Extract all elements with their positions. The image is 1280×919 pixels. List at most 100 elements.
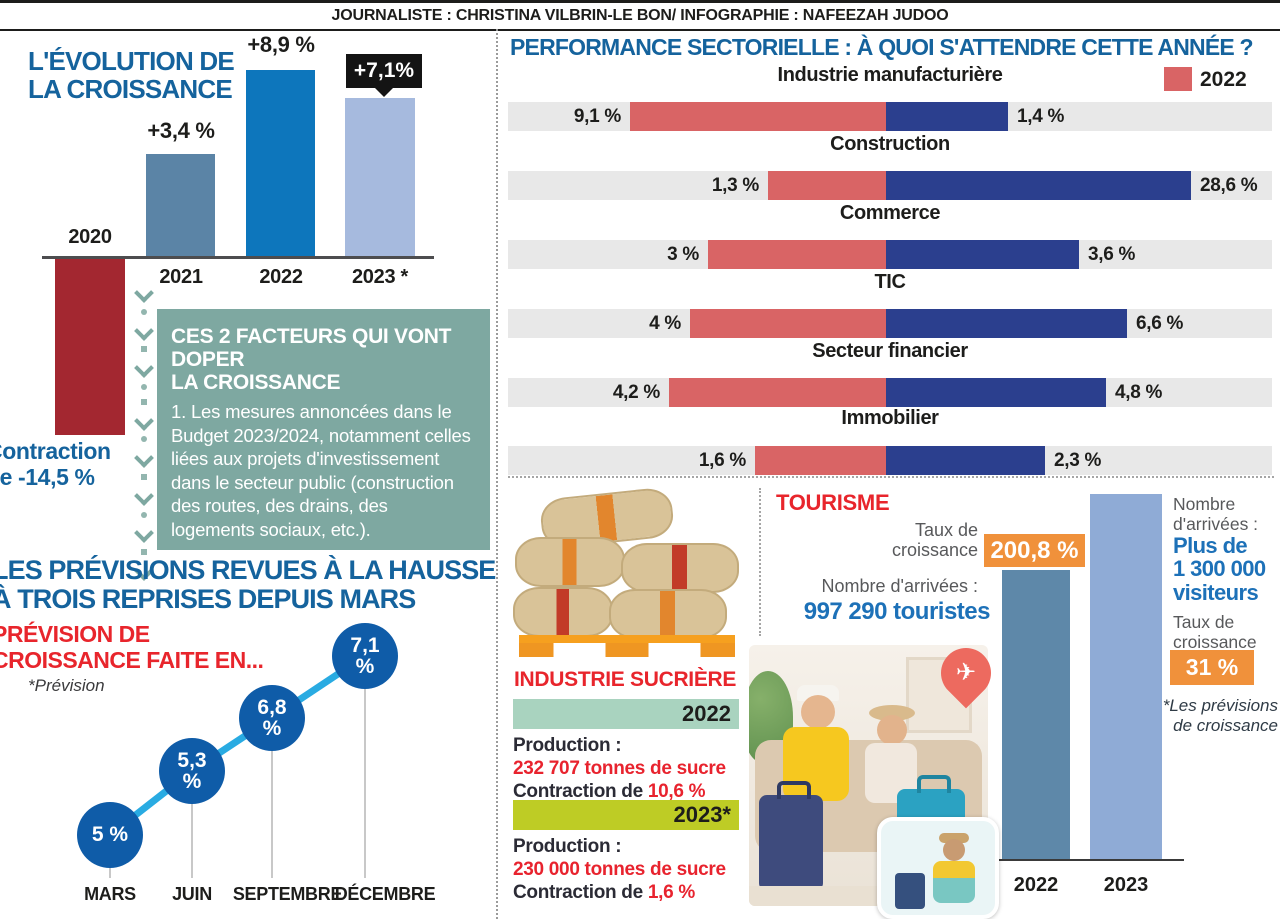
sector-2023-value: 28,6 %	[1200, 174, 1258, 196]
sector-bar-row: 1,6 % 2,3 %	[508, 446, 1272, 475]
growth-year-2021: 2021	[159, 266, 203, 288]
sugar-production-label: Production :	[513, 836, 622, 857]
growth-year-2023: 2023 *	[351, 266, 409, 288]
sector-2023-value: 6,6 %	[1136, 312, 1184, 334]
growth-chart-title: L'ÉVOLUTION DE LA CROISSANCE	[28, 46, 235, 104]
tourism-year-2022: 2022	[1013, 874, 1059, 896]
growth-bar-2022	[246, 70, 315, 256]
tourism-arrivals-label-2023: Nombre d'arrivées :	[1173, 494, 1259, 535]
column-separator	[496, 29, 498, 919]
pallet-icon	[519, 635, 735, 643]
traveler-hat	[939, 833, 969, 843]
tourism-arrivals-2023: Plus de 1 300 000 visiteurs	[1173, 533, 1266, 605]
sugar-2023-stats: Production : 230 000 tonnes de sucre Con…	[513, 836, 726, 904]
chevron-down-icon	[134, 485, 154, 506]
square-dot-icon	[141, 549, 147, 556]
sector-2023-side: 6,6 %	[886, 309, 1272, 338]
sector-2022-side: 1,6 %	[508, 446, 886, 475]
sugar-production-2022: 232 707 tonnes de sucre	[513, 757, 726, 779]
sector-bar-row: 3 % 3,6 %	[508, 240, 1272, 269]
sector-2022-bar	[755, 446, 886, 475]
sugar-year-2022-band: 2022	[513, 699, 739, 729]
tourism-divider	[759, 488, 761, 636]
sugar-contraction-2023: Contraction de 1,6 %	[513, 882, 726, 905]
sugar-contraction-value: 10,6 %	[647, 780, 706, 802]
forecast-point-septembre: 6,8 %	[239, 685, 305, 751]
sugar-contraction-2022: Contraction de 10,6 %	[513, 781, 726, 804]
chevron-down-icon	[134, 410, 154, 431]
sector-2022-bar	[708, 240, 886, 269]
sector-2022-side: 9,1 %	[508, 102, 886, 131]
tourism-rate-label-2023: Taux de croissance	[1173, 612, 1257, 653]
tourism-arrivals-2022: 997 290 touristes	[803, 598, 991, 625]
tourism-title: TOURISME	[776, 490, 890, 515]
chevron-down-icon	[134, 283, 154, 303]
sector-bar-row: 9,1 % 1,4 %	[508, 102, 1272, 131]
man-yellow-shirt	[783, 727, 849, 801]
growth-contraction-label: Contraction de -14,5 %	[0, 438, 111, 491]
square-dot-icon	[141, 346, 147, 353]
sugar-bag-icon	[515, 537, 625, 587]
sugar-title: INDUSTRIE SUCRIÈRE	[514, 668, 737, 691]
sector-2022-bar	[768, 171, 886, 200]
sector-2022-bar	[669, 378, 886, 407]
woman-hat	[869, 705, 915, 721]
square-dot-icon	[141, 398, 147, 405]
pallet-icon	[519, 643, 735, 657]
sector-name: Construction	[830, 133, 950, 155]
sugar-production-2023: 230 000 tonnes de sucre	[513, 858, 726, 880]
sector-2023-bar	[886, 240, 1079, 269]
sector-2022-bar	[690, 309, 886, 338]
sugar-contraction-label: Contraction de	[513, 881, 648, 903]
sector-2023-value: 1,4 %	[1017, 105, 1065, 127]
growth-value-2023-badge: +7,1%	[346, 54, 422, 88]
sector-2023-bar	[886, 102, 1008, 131]
growth-value-2021: +3,4 %	[147, 118, 215, 143]
sector-2023-bar	[886, 378, 1106, 407]
forecast-footnote: *Prévision	[28, 676, 105, 695]
forecast-point-juin: 5,3 %	[159, 738, 225, 804]
chevron-down-icon	[134, 320, 154, 341]
forecast-subtitle: PRÉVISION DE CROISSANCE FAITE EN...	[0, 621, 264, 673]
sugar-contraction-label: Contraction de	[513, 780, 648, 802]
growth-year-2022: 2022	[259, 266, 303, 288]
section-divider	[508, 476, 1274, 478]
forecast-month-decembre: DÉCEMBRE	[334, 884, 436, 904]
sector-2022-side: 3 %	[508, 240, 886, 269]
sugar-2022-stats: Production : 232 707 tonnes de sucre Con…	[513, 735, 726, 803]
growth-year-2020: 2020	[68, 226, 112, 248]
forecast-point-mars: 5 %	[77, 802, 143, 868]
sector-2023-value: 3,6 %	[1088, 243, 1136, 265]
sugar-bag-icon	[609, 589, 727, 639]
sector-bar-row: 1,3 % 28,6 %	[508, 171, 1272, 200]
traveler-inset-photo	[877, 817, 999, 919]
sugar-bag-icon	[513, 587, 613, 637]
woman-face	[877, 715, 907, 745]
forecast-line-chart	[107, 653, 367, 878]
growth-value-2022: +8,9 %	[247, 32, 315, 57]
navy-suitcase	[759, 781, 823, 891]
legend-2022-label: 2022	[1200, 68, 1247, 91]
tourism-year-2023: 2023	[1103, 874, 1149, 896]
sugar-production-label: Production :	[513, 735, 622, 756]
tourism-rate-label-2022: Taux de croissance	[891, 520, 978, 561]
sector-2023-bar	[886, 171, 1191, 200]
chevron-down-icon	[134, 448, 154, 469]
traveler-face	[943, 839, 965, 861]
square-dot-icon	[141, 473, 147, 480]
sector-2023-side: 4,8 %	[886, 378, 1272, 407]
dot-icon	[141, 436, 147, 443]
sector-2022-value: 9,1 %	[573, 105, 621, 127]
sector-2022-side: 4 %	[508, 309, 886, 338]
dot-icon	[141, 308, 147, 315]
sector-bar-row: 4,2 % 4,8 %	[508, 378, 1272, 407]
growth-bar-2021	[146, 154, 215, 256]
sugar-bag-icon	[621, 543, 739, 593]
factors-body: 1. Les mesures annoncées dans le Budget …	[171, 401, 471, 540]
tourism-arrivals-label-2022: Nombre d'arrivées :	[821, 576, 979, 596]
dot-icon	[141, 383, 147, 390]
sector-2023-value: 2,3 %	[1054, 449, 1102, 471]
tourism-rate-2023-badge: 31 %	[1170, 650, 1254, 685]
sector-2023-side: 2,3 %	[886, 446, 1272, 475]
